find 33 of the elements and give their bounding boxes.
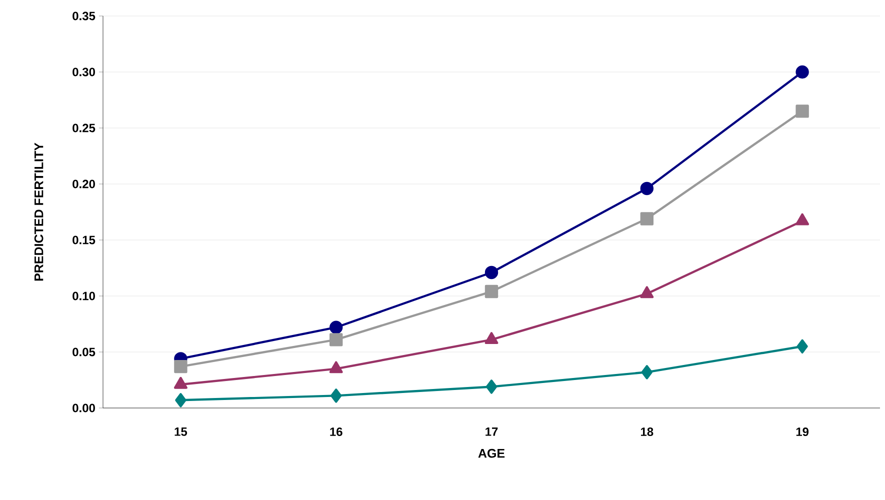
point — [641, 365, 653, 380]
y-tick-label: 0.05 — [72, 348, 96, 356]
point — [796, 339, 808, 354]
point — [486, 380, 498, 394]
x-axis-title: AGE — [478, 448, 505, 458]
point — [174, 376, 188, 389]
y-tick-label: 0.30 — [72, 68, 95, 76]
point — [484, 266, 498, 280]
point — [796, 65, 809, 79]
y-tick-label: 0.25 — [72, 124, 96, 132]
x-tick-label: 16 — [330, 428, 342, 436]
point — [175, 393, 186, 408]
point — [796, 104, 809, 118]
point — [329, 361, 343, 374]
point — [484, 332, 498, 344]
y-axis-title: PREDICTED FERTILITY — [34, 142, 44, 281]
y-tick-label: 0.35 — [72, 12, 96, 20]
point — [174, 360, 188, 374]
point — [640, 182, 654, 196]
point — [330, 388, 342, 403]
x-tick-label: 18 — [640, 428, 654, 436]
y-tick-label: 0.15 — [72, 236, 96, 244]
y-tick-label: 0.20 — [72, 180, 95, 188]
point — [640, 286, 654, 298]
point — [484, 284, 498, 298]
y-tick-label: 0.10 — [72, 292, 95, 300]
point — [330, 333, 343, 346]
y-tick-label: 0.00 — [72, 404, 95, 412]
x-tick-label: 19 — [796, 428, 809, 436]
x-tick-label: 15 — [174, 428, 188, 436]
point — [330, 320, 343, 334]
x-tick-label: 17 — [486, 428, 498, 436]
point — [640, 212, 654, 226]
